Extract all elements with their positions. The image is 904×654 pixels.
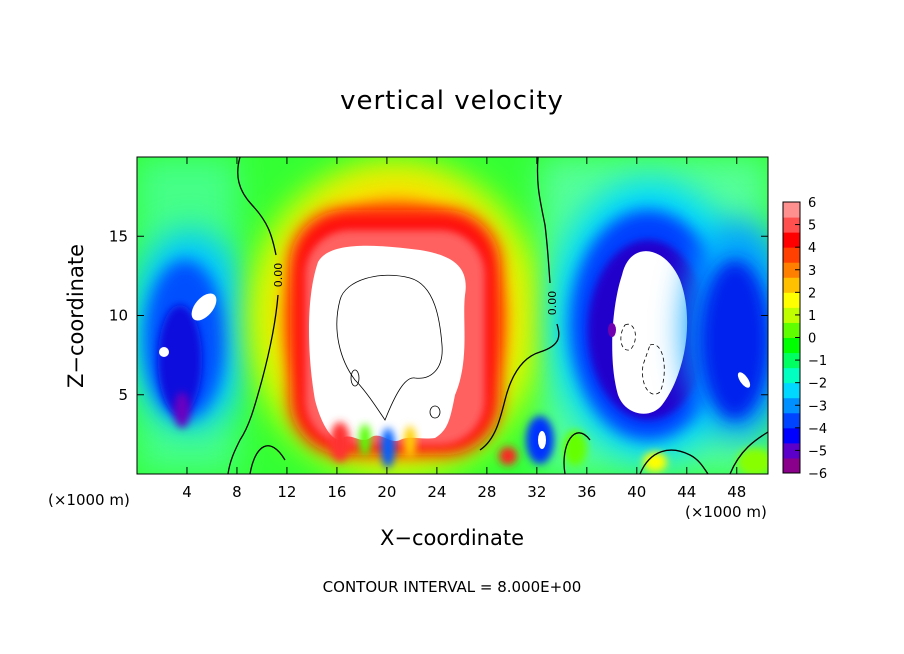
- x-tick-label: 28: [477, 483, 496, 501]
- left-downdraft: [137, 230, 250, 430]
- contour-label-left: 0.00: [272, 263, 285, 288]
- x-unit-label-left: (×1000 m): [48, 491, 130, 509]
- colorbar-swatch: [783, 232, 800, 248]
- colorbar-swatch: [783, 412, 800, 429]
- x-axis: 4 8 12 16 20 24 28 32 36 40 44 48: [182, 157, 746, 501]
- y-axis: 5 10 15: [109, 227, 768, 404]
- colorbar-swatch: [783, 322, 800, 338]
- colorbar-swatch: [783, 352, 800, 369]
- x-axis-label-text: X−coordinate: [380, 526, 524, 550]
- colorbar-tick-label: 0: [808, 332, 816, 347]
- colorbar-tick-label: 6: [808, 196, 816, 211]
- colorbar-swatch: [783, 382, 800, 399]
- plot-area: 0.00 0.00: [137, 157, 768, 474]
- colorbar-tick-label: −1: [808, 354, 827, 369]
- colorbar-swatch: [783, 457, 800, 474]
- colorbar-swatch: [783, 217, 800, 233]
- x-tick-label: 36: [577, 483, 596, 501]
- colorbar-tick-label: 1: [808, 309, 816, 324]
- x-tick-label: 24: [427, 483, 446, 501]
- colorbar-swatch: [783, 292, 800, 308]
- colorbar-tick-label: −4: [808, 422, 827, 437]
- y-tick-label: 10: [109, 307, 128, 325]
- colorbar-tick-label: −3: [808, 399, 827, 414]
- colorbar-swatch: [783, 367, 800, 384]
- x-tick-label: 16: [327, 483, 346, 501]
- x-axis-label: X−coordinate: [0, 526, 904, 550]
- colorbar-swatch: [783, 337, 800, 354]
- contour-interval-text: CONTOUR INTERVAL = 8.000E+00: [322, 578, 582, 596]
- x-tick-label: 32: [527, 483, 546, 501]
- colorbar-swatch: [783, 277, 800, 293]
- zero-contour-labels: 0.00 0.00: [272, 263, 559, 316]
- far-right-downdraft: [685, 220, 768, 440]
- colorbar: 6 5 4 3 2 1 0 −1 −2 −3 −4 −5 −6: [782, 196, 827, 482]
- colorbar-tick-label: −5: [808, 444, 827, 459]
- x-tick-label: 12: [277, 483, 296, 501]
- zero-contours: [227, 157, 768, 474]
- inner-contours: [336, 274, 665, 421]
- colorbar-swatch: [783, 442, 800, 459]
- y-tick-label: 15: [109, 227, 128, 245]
- colorbar-tick-label: 2: [808, 286, 816, 301]
- x-tick-label: 44: [677, 483, 696, 501]
- y-tick-label: 5: [118, 386, 128, 404]
- colorbar-tick-label: 5: [808, 219, 816, 234]
- x-tick-label: 4: [182, 483, 192, 501]
- x-tick-label: 48: [727, 483, 746, 501]
- x-tick-label: 8: [232, 483, 242, 501]
- main-updraft: [245, 160, 545, 474]
- colorbar-swatch: [783, 397, 800, 414]
- colorbar-tick-label: 4: [808, 241, 816, 256]
- colorbar-swatch: [783, 307, 800, 323]
- colorbar-swatch: [783, 202, 800, 218]
- colorbar-tick-label: 3: [808, 264, 816, 279]
- x-unit-label-right: (×1000 m): [685, 503, 767, 521]
- colorbar-swatch: [783, 262, 800, 278]
- right-downdraft: [550, 180, 750, 460]
- colorbar-swatch: [783, 247, 800, 263]
- surface-features: [526, 416, 768, 474]
- colorbar-swatch: [783, 427, 800, 444]
- y-axis-label: Z−coordinate: [64, 244, 88, 388]
- colorbar-tick-label: −6: [808, 467, 827, 482]
- contour-label-right: 0.00: [546, 291, 559, 316]
- colorbar-tick-label: −2: [808, 377, 827, 392]
- x-tick-label: 20: [377, 483, 396, 501]
- x-tick-label: 40: [627, 483, 646, 501]
- chart-title: vertical velocity: [340, 86, 564, 116]
